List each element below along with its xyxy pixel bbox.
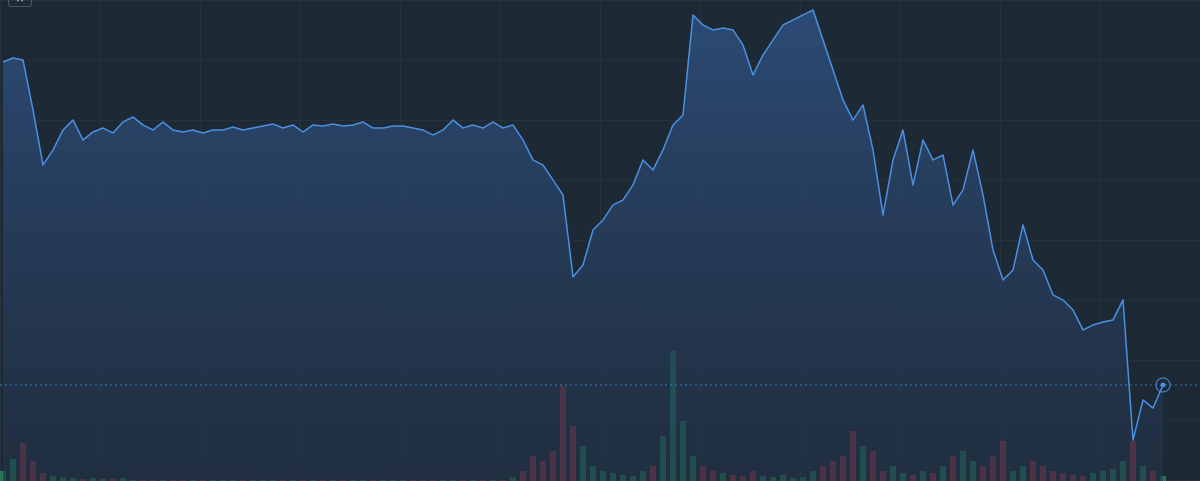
close-button[interactable]: × (8, 0, 32, 7)
price-area (3, 10, 1163, 481)
last-price-dot (1160, 382, 1166, 388)
price-line (2, 9, 1164, 441)
last-price-ring (1155, 377, 1171, 393)
